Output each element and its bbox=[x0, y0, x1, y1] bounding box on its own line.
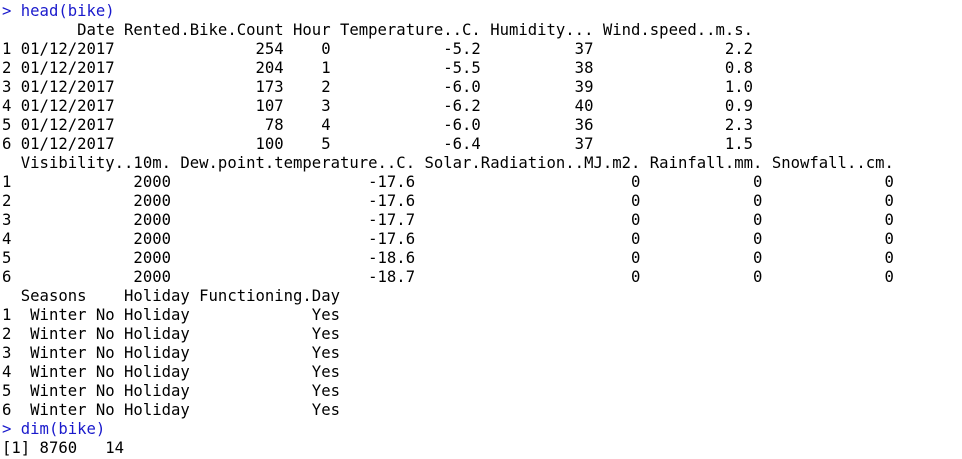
output-data-line: 1 Winter No Holiday Yes bbox=[2, 306, 340, 324]
console-command-text: head(bike) bbox=[20, 2, 115, 20]
output-data-line: 2 01/12/2017 204 1 -5.5 38 0.8 bbox=[2, 59, 754, 77]
output-data-line: 6 Winter No Holiday Yes bbox=[2, 401, 340, 419]
output-data-line: 6 2000 -18.7 0 0 0 bbox=[2, 268, 894, 286]
output-data-line: 6 01/12/2017 100 5 -6.4 37 1.5 bbox=[2, 135, 754, 153]
console-prompt: > bbox=[2, 420, 12, 438]
output-header-line: Date Rented.Bike.Count Hour Temperature.… bbox=[2, 21, 754, 39]
output-data-line: 4 01/12/2017 107 3 -6.2 40 0.9 bbox=[2, 97, 754, 115]
output-data-line: 5 01/12/2017 78 4 -6.0 36 2.3 bbox=[2, 116, 754, 134]
output-data-line: 3 2000 -17.7 0 0 0 bbox=[2, 211, 894, 229]
output-data-line: 2 Winter No Holiday Yes bbox=[2, 325, 340, 343]
output-header-line: Visibility..10m. Dew.point.temperature..… bbox=[2, 154, 894, 172]
output-data-line: 1 2000 -17.6 0 0 0 bbox=[2, 173, 894, 191]
console-prompt: > bbox=[2, 2, 12, 20]
output-data-line: 5 Winter No Holiday Yes bbox=[2, 382, 340, 400]
output-data-line: 4 Winter No Holiday Yes bbox=[2, 363, 340, 381]
console-command-line: > head(bike) bbox=[0, 2, 962, 21]
output-data-line: 2 2000 -17.6 0 0 0 bbox=[2, 192, 894, 210]
console-command-text: dim(bike) bbox=[20, 420, 106, 438]
output-data-line: 3 01/12/2017 173 2 -6.0 39 1.0 bbox=[2, 78, 754, 96]
output-data-line: 3 Winter No Holiday Yes bbox=[2, 344, 340, 362]
output-data-line: 5 2000 -18.6 0 0 0 bbox=[2, 249, 894, 267]
output-header-line: Seasons Holiday Functioning.Day bbox=[2, 287, 340, 305]
output-data-line: 1 01/12/2017 254 0 -5.2 37 2.2 bbox=[2, 40, 754, 58]
dim-result-line: [1] 8760 14 bbox=[2, 439, 125, 457]
console-command-line: > dim(bike) bbox=[0, 420, 962, 439]
output-data-line: 4 2000 -17.6 0 0 0 bbox=[2, 230, 894, 248]
